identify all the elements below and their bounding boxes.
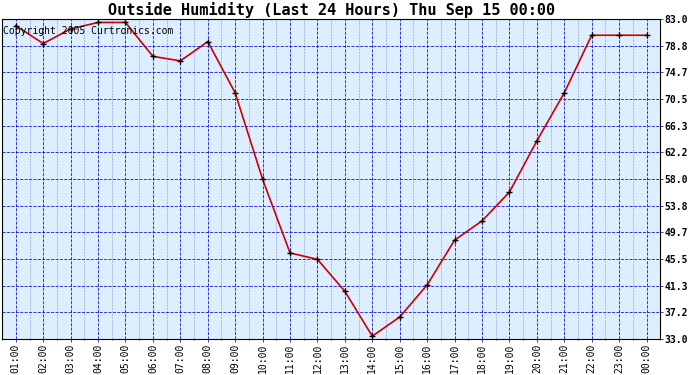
Text: Copyright 2005 Curtronics.com: Copyright 2005 Curtronics.com: [3, 26, 174, 36]
Title: Outside Humidity (Last 24 Hours) Thu Sep 15 00:00: Outside Humidity (Last 24 Hours) Thu Sep…: [108, 2, 555, 18]
